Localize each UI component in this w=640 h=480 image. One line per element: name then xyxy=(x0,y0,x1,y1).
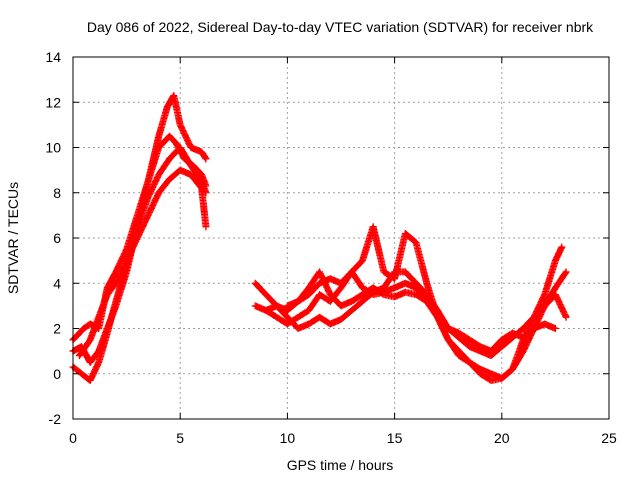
axis-ticks: 0 5 10 15 20 25 -2 0 2 4 6 8 10 12 14 xyxy=(45,49,617,446)
y-tick-label: 14 xyxy=(45,49,61,65)
y-tick-label: 8 xyxy=(53,185,61,201)
x-tick-label: 0 xyxy=(69,430,77,446)
data-series-3 xyxy=(69,144,210,384)
chart-title: Day 086 of 2022, Sidereal Day-to-day VTE… xyxy=(87,19,594,35)
data-series-4 xyxy=(75,166,210,360)
y-tick-label: -2 xyxy=(49,411,62,427)
y-axis-label: SDTVAR / TECUs xyxy=(5,182,21,294)
y-tick-label: 4 xyxy=(53,275,61,291)
series-marker-path xyxy=(283,268,559,355)
y-tick-label: 12 xyxy=(45,94,61,110)
y-tick-label: 2 xyxy=(53,321,61,337)
x-tick-label: 5 xyxy=(176,430,184,446)
x-tick-label: 20 xyxy=(494,430,510,446)
y-tick-label: 0 xyxy=(53,366,61,382)
series-marker-path xyxy=(75,166,210,360)
series-marker-path xyxy=(69,144,210,384)
y-tick-label: 6 xyxy=(53,230,61,246)
x-tick-label: 25 xyxy=(601,430,617,446)
x-tick-label: 15 xyxy=(387,430,403,446)
grid-lines xyxy=(73,57,609,419)
y-tick-label: 10 xyxy=(45,140,61,156)
x-tick-label: 10 xyxy=(280,430,296,446)
x-axis-label: GPS time / hours xyxy=(287,457,394,473)
data-series-8 xyxy=(283,268,559,355)
